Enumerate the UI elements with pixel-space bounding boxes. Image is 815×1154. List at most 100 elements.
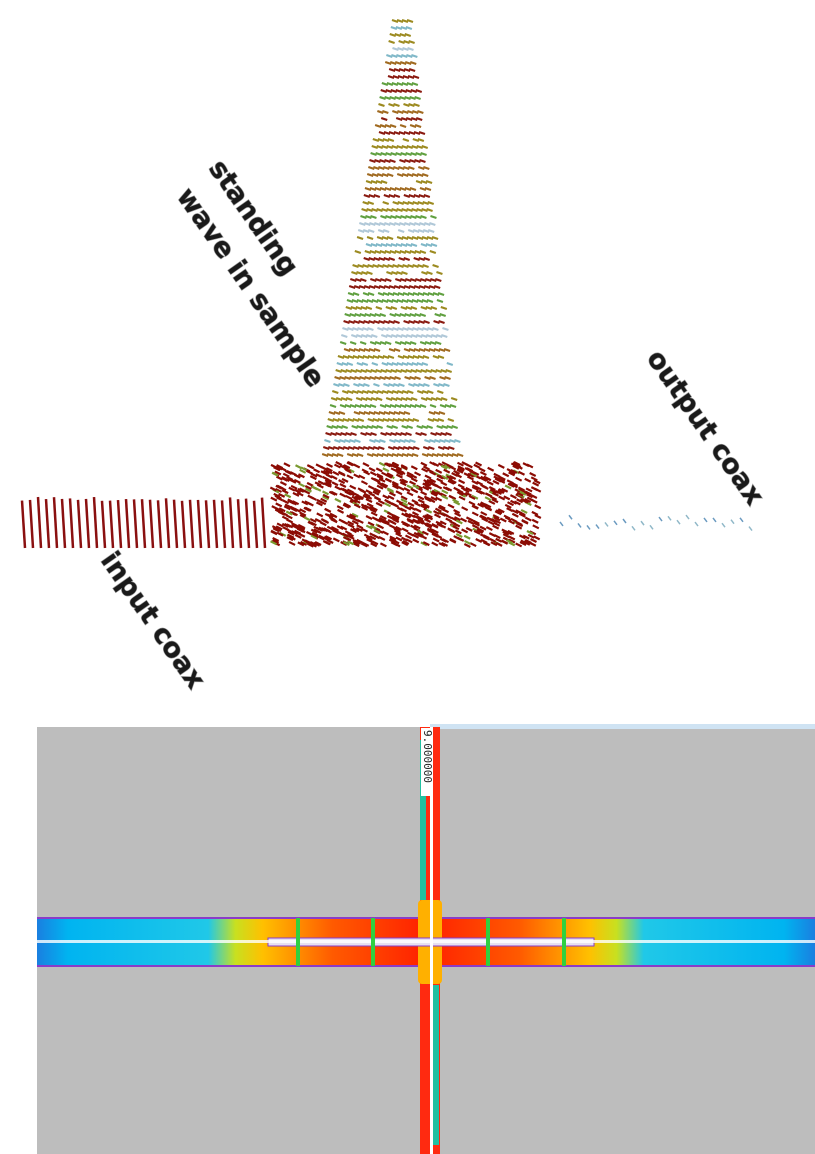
arrow <box>320 522 326 525</box>
arrow <box>430 251 436 253</box>
arrow <box>383 468 389 471</box>
arrow <box>321 467 327 470</box>
arrow <box>535 505 541 508</box>
arrow <box>355 251 361 253</box>
arrow <box>271 531 277 534</box>
arrow <box>433 539 439 542</box>
arrow <box>198 500 201 548</box>
arrow <box>118 500 121 548</box>
arrow <box>437 391 443 393</box>
arrow <box>366 490 372 493</box>
arrow <box>357 520 363 523</box>
arrow <box>531 487 537 490</box>
arrow <box>444 470 450 473</box>
arrow <box>347 475 353 478</box>
arrow <box>490 539 496 542</box>
arrow <box>447 363 453 365</box>
arrow <box>503 473 509 476</box>
arrow <box>456 520 462 523</box>
arrow <box>230 497 233 548</box>
arrow <box>400 125 406 127</box>
arrow <box>310 497 316 500</box>
vertical-inner <box>433 985 439 1145</box>
arrow <box>206 500 209 548</box>
arrow <box>740 518 743 522</box>
arrow <box>415 503 421 506</box>
arrow <box>454 510 460 513</box>
arrow <box>323 491 329 494</box>
arrow <box>412 512 418 515</box>
arrow <box>623 519 626 523</box>
arrow <box>378 525 384 528</box>
arrow <box>396 537 402 540</box>
arrow <box>376 307 382 309</box>
arrow <box>346 496 352 499</box>
arrow <box>481 512 487 515</box>
arrow <box>276 503 282 506</box>
arrow <box>516 543 522 546</box>
arrow <box>512 514 518 517</box>
arrow <box>262 498 265 548</box>
arrow <box>433 265 439 267</box>
arrow <box>523 463 529 466</box>
arrow <box>373 384 379 386</box>
arrow <box>448 505 454 508</box>
arrow <box>340 342 346 344</box>
arrow <box>397 501 403 504</box>
arrow <box>462 529 468 532</box>
arrow <box>530 473 536 476</box>
arrow <box>126 499 129 548</box>
arrow <box>405 535 411 538</box>
arrow <box>493 526 499 529</box>
arrow <box>354 474 360 477</box>
arrow <box>486 527 492 530</box>
arrow <box>505 505 511 508</box>
arrow <box>507 508 513 511</box>
arrow <box>371 478 377 481</box>
scale-label: 9.000000 <box>421 730 434 783</box>
arrow <box>333 472 339 475</box>
output-label: output coax <box>640 344 770 511</box>
arrow <box>659 517 662 521</box>
arrow <box>531 477 537 480</box>
arrow <box>331 476 337 479</box>
arrow <box>418 496 424 499</box>
arrow <box>307 465 313 468</box>
arrow <box>332 482 338 485</box>
arrow <box>316 464 322 467</box>
arrow <box>421 522 427 525</box>
arrow <box>222 500 225 548</box>
arrow <box>368 486 374 489</box>
arrow <box>713 518 716 522</box>
arrow <box>70 498 73 548</box>
arrow <box>110 501 113 548</box>
arrow <box>421 463 427 466</box>
arrow <box>342 521 348 524</box>
arrow <box>466 528 472 531</box>
arrow <box>443 539 449 542</box>
arrow <box>488 468 494 471</box>
arrow <box>142 499 145 548</box>
arrow <box>522 521 528 524</box>
arrow <box>380 543 386 546</box>
arrow <box>455 530 461 533</box>
arrow <box>333 538 339 541</box>
arrow <box>166 498 169 548</box>
top-bar <box>430 724 815 729</box>
arrow <box>378 482 384 485</box>
arrow <box>335 486 341 489</box>
arrow <box>374 497 380 500</box>
arrow <box>436 470 442 473</box>
arrow <box>325 509 331 512</box>
arrow <box>376 468 382 471</box>
arrow <box>437 479 443 482</box>
arrow <box>413 539 419 542</box>
arrow <box>317 513 323 516</box>
arrow <box>614 521 617 525</box>
arrow <box>270 488 276 491</box>
arrow <box>458 485 464 488</box>
arrow <box>704 518 707 522</box>
arrow <box>361 481 367 484</box>
arrow <box>516 478 522 481</box>
arrow <box>54 497 57 548</box>
